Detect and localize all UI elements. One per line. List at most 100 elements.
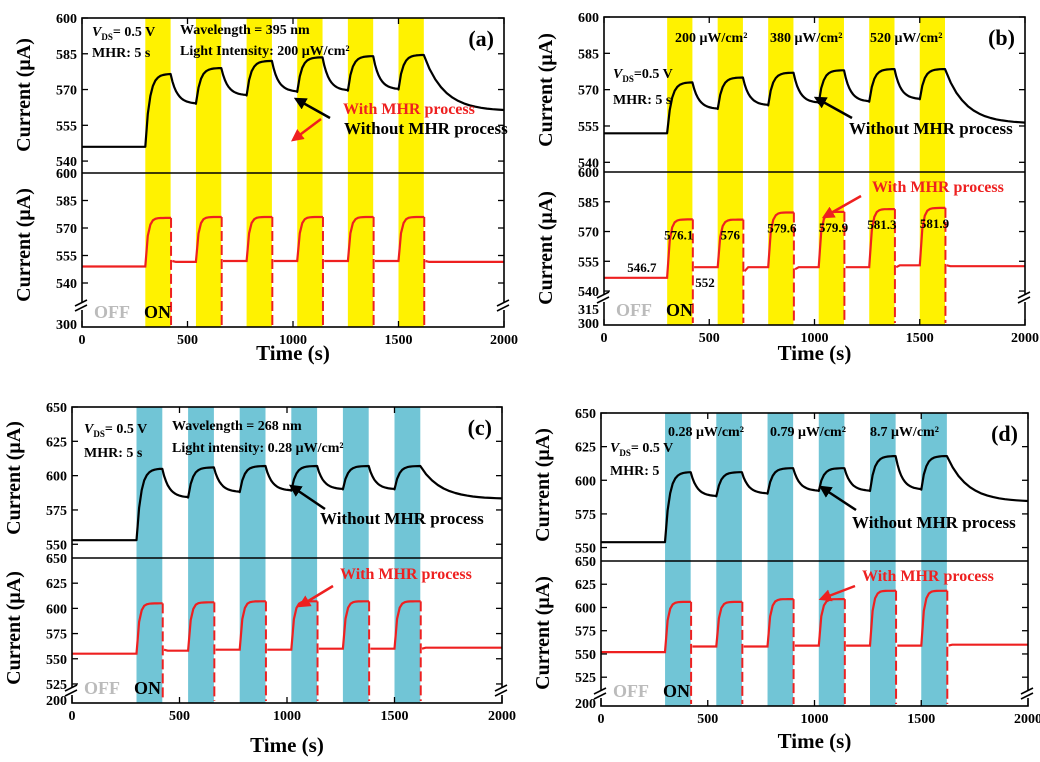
without-mhr-label: Without MHR process — [852, 513, 1016, 532]
light-on-band — [818, 413, 845, 706]
note-text: MHR: 5 s — [84, 446, 143, 461]
without-mhr-label: Without MHR process — [320, 509, 484, 528]
series-with-mhr-line — [846, 589, 897, 647]
axis-break-mark — [494, 689, 508, 697]
axis-break-gap — [66, 687, 78, 695]
axis-break-mark — [1020, 687, 1034, 695]
axis-break-gap — [595, 690, 607, 698]
light-on-band — [665, 413, 691, 706]
x-tick-label: 1500 — [906, 331, 934, 346]
with-mhr-label: With MHR process — [340, 566, 472, 583]
y-tick-label: 625 — [46, 577, 67, 592]
y-tick-label: 600 — [46, 602, 67, 617]
y-tick-label: 570 — [578, 84, 599, 99]
axis-break-mark — [596, 296, 610, 304]
off-label: OFF — [613, 681, 649, 701]
note-text: 8.7 μW/cm² — [870, 425, 939, 440]
x-tick-label: 0 — [79, 333, 86, 348]
y-tick-label: 600 — [578, 166, 599, 181]
y-tick-label: 570 — [578, 226, 599, 241]
x-tick-label: 500 — [697, 712, 718, 727]
y-tick-label: 540 — [578, 156, 599, 171]
note-vds: VDS= 0.5 V — [92, 25, 155, 42]
axis-break-mark — [494, 684, 508, 692]
light-on-band — [342, 407, 369, 703]
y-tick-label: 585 — [578, 196, 599, 211]
axis-break-mark — [64, 689, 78, 697]
y-tick-label: 600 — [56, 167, 77, 182]
x-tick-label: 1500 — [385, 333, 413, 348]
with-mhr-label: With MHR process — [862, 568, 994, 585]
data-label: 546.7 — [627, 260, 657, 275]
series-with-mhr-line — [82, 216, 171, 268]
y-tick-label: 650 — [46, 401, 67, 416]
note-text: 380 μW/cm² — [770, 31, 842, 46]
without-mhr-label: Without MHR process — [344, 119, 508, 138]
x-tick-label: 500 — [699, 331, 720, 346]
y-tick-label: 555 — [56, 119, 77, 134]
off-label: OFF — [84, 678, 120, 698]
y-tick-label-below-break: 300 — [578, 317, 599, 332]
note-text: MHR: 5 — [610, 464, 659, 479]
note-text: Light Intensity: 200 μW/cm² — [180, 44, 350, 59]
series-without-mhr-line — [82, 53, 505, 148]
y-tick-label: 600 — [56, 12, 77, 27]
y-tick-label: 625 — [46, 435, 67, 450]
series-with-mhr-line — [370, 600, 421, 650]
axis-break-mark — [596, 291, 610, 299]
series-with-mhr-line — [895, 206, 946, 269]
without-mhr-arrow — [813, 96, 853, 120]
y-tick-label: 600 — [46, 470, 67, 485]
series-with-mhr-line — [604, 218, 693, 279]
x-tick-label: 2000 — [1011, 331, 1039, 346]
x-axis-label: Time (s) — [256, 341, 330, 365]
y-tick-label: 585 — [56, 195, 77, 210]
y-axis-label: Current (μA) — [13, 38, 35, 152]
light-on-band — [869, 17, 895, 325]
note-text: 0.28 μW/cm² — [668, 425, 744, 440]
axis-break-mark — [74, 299, 88, 307]
on-label: ON — [144, 302, 171, 322]
x-tick-label: 1000 — [279, 333, 307, 348]
axis-break-mark — [496, 304, 510, 312]
y-tick-label: 585 — [578, 47, 599, 62]
y-tick-label: 550 — [46, 538, 67, 553]
without-mhr-arrow — [288, 484, 326, 511]
axis-break-mark — [593, 692, 607, 700]
y-tick-label: 575 — [575, 508, 596, 523]
series-with-mhr-line — [222, 215, 273, 263]
x-tick-label: 1500 — [907, 712, 935, 727]
series-without-mhr-line — [601, 455, 1029, 544]
on-label: ON — [666, 300, 693, 320]
y-tick-label-below-break: 200 — [46, 694, 67, 709]
y-tick-label: 555 — [578, 255, 599, 270]
x-tick-label: 0 — [601, 331, 608, 346]
x-tick-label: 1000 — [801, 331, 829, 346]
series-with-mhr-line — [845, 208, 895, 269]
y-axis-label: Current (μA) — [3, 571, 25, 685]
series-with-mhr-line — [215, 600, 266, 651]
y-tick-label: 600 — [575, 474, 596, 489]
y-axis-label: Current (μA) — [13, 188, 35, 302]
series-with-mhr-line — [318, 600, 370, 650]
axis-break-gap — [496, 687, 508, 695]
light-on-band — [921, 413, 947, 706]
note-text: Wavelength = 395 nm — [180, 23, 310, 38]
series-with-mhr-line — [897, 589, 948, 647]
series-with-mhr-line — [374, 215, 425, 263]
y-tick-label: 650 — [575, 407, 596, 422]
y-tick-label: 650 — [46, 552, 67, 567]
y-tick-label: 570 — [56, 222, 77, 237]
light-on-band — [136, 407, 163, 703]
note-text: Wavelength = 268 nm — [172, 419, 302, 434]
light-on-band — [188, 407, 214, 703]
series-with-mhr-line — [601, 600, 692, 654]
note-text: MHR: 5 s — [613, 93, 672, 108]
series-with-mhr-line — [172, 215, 222, 263]
data-label: 576 — [721, 228, 741, 243]
y-axis-label: Current (μA) — [532, 576, 554, 690]
y-tick-label-below-break: 300 — [56, 318, 77, 333]
